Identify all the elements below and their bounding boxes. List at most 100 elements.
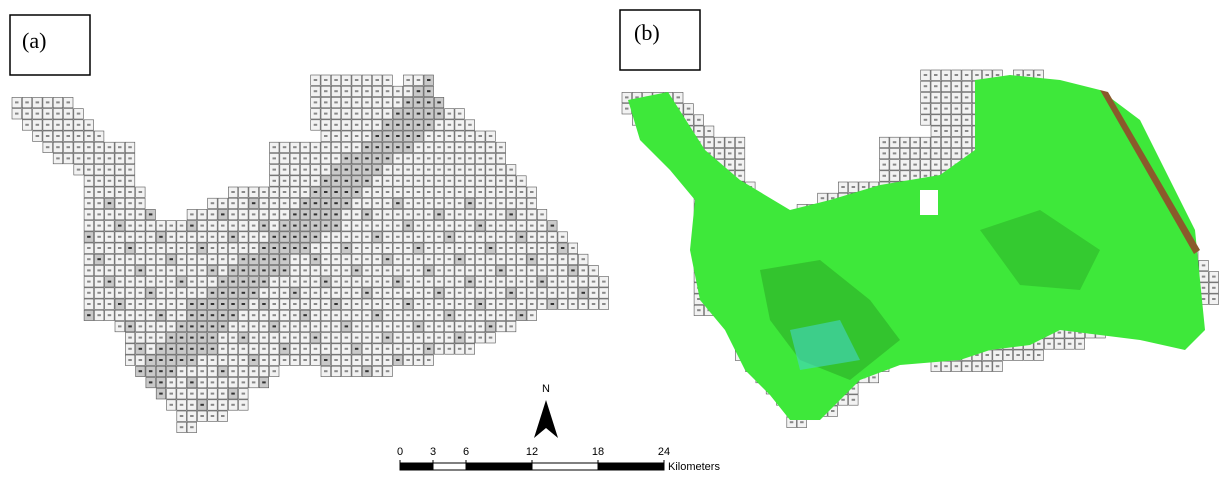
panel-label: (a)	[22, 28, 46, 53]
tile-mark	[448, 113, 452, 115]
tile-mark	[170, 359, 174, 361]
tile-mark	[314, 348, 318, 350]
tile-mark	[365, 157, 369, 159]
tile-mark	[231, 202, 235, 204]
tile-mark	[293, 325, 297, 327]
tile-mark	[800, 421, 804, 423]
tile-mark	[200, 258, 204, 260]
tile-mark	[396, 337, 400, 339]
tile-mark	[551, 281, 555, 283]
tile-mark	[345, 303, 349, 305]
tile-mark	[46, 124, 50, 126]
tile-mark	[231, 381, 235, 383]
tile-mark	[283, 247, 287, 249]
tile-mark	[1037, 74, 1041, 76]
tile-mark	[718, 152, 722, 154]
tile-mark	[97, 135, 101, 137]
tile-mark	[1202, 264, 1206, 266]
tile-mark	[334, 225, 338, 227]
tile-mark	[448, 157, 452, 159]
tile-mark	[376, 247, 380, 249]
tile-mark	[170, 337, 174, 339]
tile-mark	[406, 113, 410, 115]
tile-mark	[479, 180, 483, 182]
tile-mark	[190, 415, 194, 417]
tile-mark	[437, 292, 441, 294]
tile-mark	[36, 124, 40, 126]
tile-mark	[149, 292, 153, 294]
tile-mark	[180, 292, 184, 294]
tile-mark	[355, 247, 359, 249]
tile-mark	[396, 348, 400, 350]
tile-mark	[324, 348, 328, 350]
tile-mark	[499, 202, 503, 204]
tile-mark	[417, 348, 421, 350]
tile-mark	[944, 141, 948, 143]
tile-mark	[468, 247, 472, 249]
tile-mark	[314, 191, 318, 193]
tile-mark	[211, 269, 215, 271]
tile-mark	[128, 180, 132, 182]
tile-mark	[139, 236, 143, 238]
tile-mark	[376, 337, 380, 339]
tile-mark	[273, 202, 277, 204]
tile-mark	[417, 169, 421, 171]
tile-mark	[262, 314, 266, 316]
tile-mark	[376, 157, 380, 159]
tile-mark	[582, 281, 586, 283]
tile-mark	[468, 269, 472, 271]
tile-mark	[87, 258, 91, 260]
tile-mark	[190, 303, 194, 305]
tile-mark	[571, 247, 575, 249]
tile-mark	[231, 393, 235, 395]
tile-mark	[87, 225, 91, 227]
tile-mark	[458, 157, 462, 159]
tile-mark	[46, 135, 50, 137]
tile-mark	[87, 124, 91, 126]
tile-mark	[159, 370, 163, 372]
tile-mark	[396, 269, 400, 271]
tile-mark	[200, 348, 204, 350]
tile-mark	[324, 169, 328, 171]
tile-mark	[499, 169, 503, 171]
tile-mark	[324, 236, 328, 238]
tile-mark	[324, 213, 328, 215]
tile-mark	[365, 247, 369, 249]
tile-mark	[87, 247, 91, 249]
tile-mark	[67, 101, 71, 103]
tile-mark	[489, 303, 493, 305]
tile-mark	[386, 157, 390, 159]
tile-mark	[128, 157, 132, 159]
tile-mark	[211, 370, 215, 372]
tile-mark	[231, 191, 235, 193]
tile-mark	[468, 202, 472, 204]
tile-mark	[211, 381, 215, 383]
tile-mark	[108, 269, 112, 271]
tile-mark	[303, 258, 307, 260]
tile-mark	[334, 348, 338, 350]
tile-mark	[324, 157, 328, 159]
tile-mark	[200, 281, 204, 283]
tile-mark	[303, 180, 307, 182]
tile-mark	[427, 281, 431, 283]
tile-mark	[334, 258, 338, 260]
tile-mark	[965, 96, 969, 98]
tile-mark	[924, 108, 928, 110]
tile-mark	[324, 124, 328, 126]
scale-segment	[466, 463, 532, 470]
tile-mark	[365, 269, 369, 271]
tile-mark	[728, 152, 732, 154]
tile-mark	[211, 359, 215, 361]
tile-mark	[365, 348, 369, 350]
tile-mark	[242, 381, 246, 383]
tile-mark	[211, 225, 215, 227]
tile-mark	[406, 325, 410, 327]
tile-mark	[242, 247, 246, 249]
tile-mark	[406, 202, 410, 204]
tile-mark	[551, 303, 555, 305]
tile-mark	[252, 236, 256, 238]
tile-mark	[437, 281, 441, 283]
tile-mark	[118, 292, 122, 294]
tile-mark	[46, 101, 50, 103]
tile-mark	[334, 90, 338, 92]
